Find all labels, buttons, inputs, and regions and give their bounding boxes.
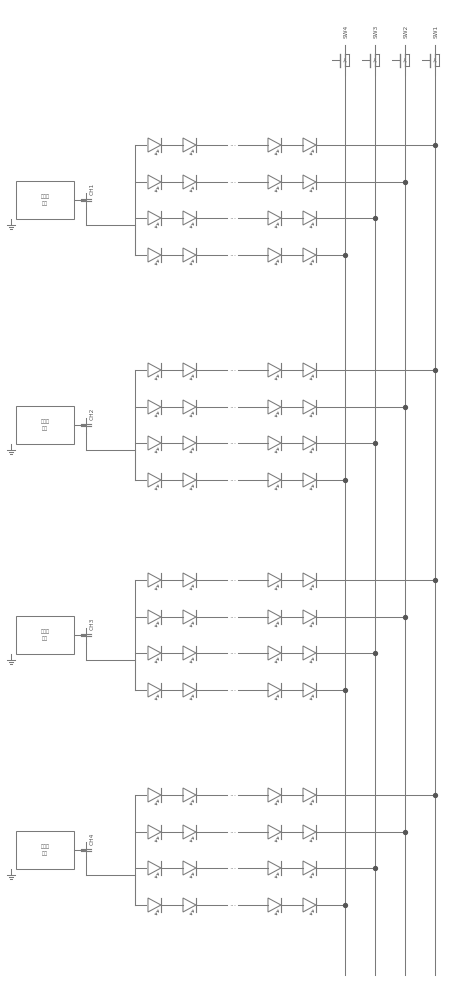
Text: ...: ... — [229, 474, 235, 483]
Text: CH4: CH4 — [90, 833, 94, 845]
Text: ...: ... — [229, 862, 235, 871]
Text: CH3: CH3 — [90, 618, 94, 630]
FancyBboxPatch shape — [16, 616, 74, 654]
Text: ...: ... — [229, 364, 235, 373]
Text: ...: ... — [229, 611, 235, 620]
Text: ...: ... — [229, 899, 235, 908]
Text: SW4: SW4 — [343, 25, 348, 38]
Text: ...: ... — [229, 249, 235, 258]
Text: ...: ... — [229, 139, 235, 148]
Text: ...: ... — [229, 212, 235, 221]
Text: ...: ... — [229, 647, 235, 656]
Text: ...: ... — [229, 574, 235, 583]
FancyBboxPatch shape — [16, 831, 74, 869]
FancyBboxPatch shape — [16, 181, 74, 219]
Text: ...: ... — [229, 401, 235, 410]
Text: SW2: SW2 — [403, 25, 408, 38]
Text: SW3: SW3 — [373, 25, 378, 38]
Text: 恒流源
驱动: 恒流源 驱动 — [40, 419, 50, 431]
Text: ...: ... — [229, 176, 235, 185]
FancyBboxPatch shape — [16, 406, 74, 444]
Text: 恒流源
驱动: 恒流源 驱动 — [40, 194, 50, 206]
Text: SW1: SW1 — [432, 25, 437, 38]
Text: ...: ... — [229, 789, 235, 798]
Text: CH2: CH2 — [90, 408, 94, 420]
Text: ...: ... — [229, 684, 235, 693]
Text: ...: ... — [229, 437, 235, 446]
Text: 恒流源
驱动: 恒流源 驱动 — [40, 844, 50, 856]
Text: CH1: CH1 — [90, 183, 94, 195]
Text: ...: ... — [229, 826, 235, 835]
Text: 恒流源
驱动: 恒流源 驱动 — [40, 629, 50, 641]
